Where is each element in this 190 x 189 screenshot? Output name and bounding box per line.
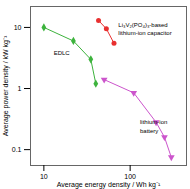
svg-text:EDLC: EDLC <box>54 50 71 56</box>
svg-text:Li₃V₂(PO₄)₃-based: Li₃V₂(PO₄)₃-based <box>118 22 167 28</box>
svg-text:battery: battery <box>140 128 158 134</box>
svg-text:Average energy density / Wh kg: Average energy density / Wh kg⁻¹ <box>57 181 161 189</box>
svg-text:lithium-ion capacitor: lithium-ion capacitor <box>118 30 171 36</box>
svg-text:lithium-ion: lithium-ion <box>140 119 167 125</box>
svg-text:0.1: 0.1 <box>12 146 22 153</box>
svg-text:100: 100 <box>124 173 136 180</box>
svg-text:Average power density / kW kg⁻: Average power density / kW kg⁻¹ <box>2 35 10 136</box>
svg-text:10: 10 <box>40 173 48 180</box>
svg-text:10: 10 <box>14 24 22 31</box>
svg-text:1: 1 <box>18 85 22 92</box>
